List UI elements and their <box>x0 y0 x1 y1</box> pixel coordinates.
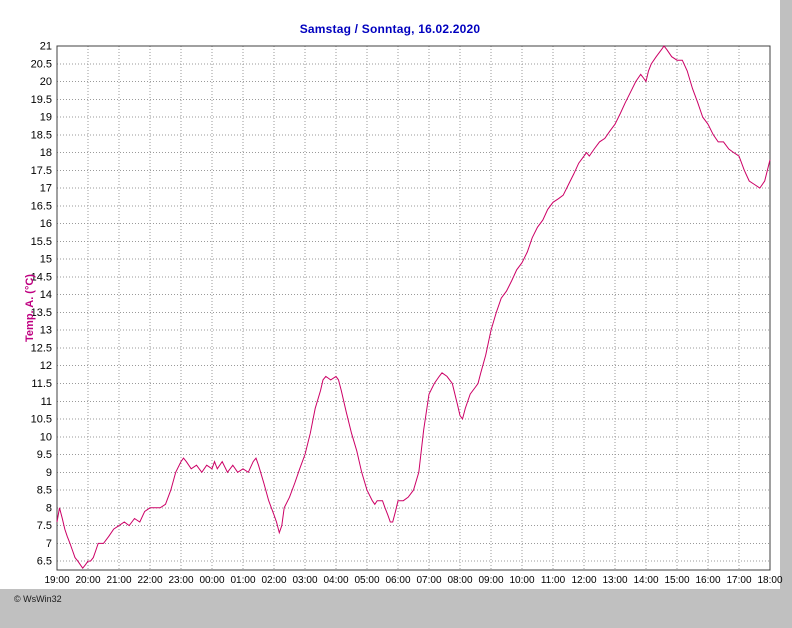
x-tick-label: 15:00 <box>664 575 689 586</box>
x-tick-label: 21:00 <box>106 575 131 586</box>
y-tick-label: 19.5 <box>31 94 52 106</box>
y-tick-label: 10.5 <box>31 414 52 426</box>
y-tick-label: 8 <box>46 502 52 514</box>
y-tick-label: 10 <box>40 431 52 443</box>
y-tick-label: 18.5 <box>31 129 52 141</box>
x-tick-label: 23:00 <box>168 575 193 586</box>
y-tick-label: 14.5 <box>31 271 52 283</box>
x-tick-label: 14:00 <box>633 575 658 586</box>
x-tick-label: 05:00 <box>354 575 379 586</box>
x-tick-label: 10:00 <box>509 575 534 586</box>
x-tick-label: 02:00 <box>261 575 286 586</box>
y-tick-label: 18 <box>40 147 52 159</box>
y-tick-label: 17 <box>40 183 52 195</box>
window-background-right <box>780 0 792 628</box>
y-tick-label: 17.5 <box>31 165 52 177</box>
x-tick-label: 01:00 <box>230 575 255 586</box>
y-tick-label: 14 <box>40 289 52 301</box>
y-tick-label: 9 <box>46 467 52 479</box>
x-tick-label: 08:00 <box>447 575 472 586</box>
x-tick-label: 16:00 <box>695 575 720 586</box>
y-tick-label: 13 <box>40 325 52 337</box>
x-tick-label: 13:00 <box>602 575 627 586</box>
x-tick-label: 04:00 <box>323 575 348 586</box>
y-tick-label: 20.5 <box>31 58 52 70</box>
y-axis-label: Temp. A. (°C) <box>24 274 36 342</box>
y-tick-label: 15.5 <box>31 236 52 248</box>
y-tick-label: 11 <box>41 396 52 408</box>
y-tick-label: 21 <box>40 41 52 53</box>
y-tick-label: 15 <box>40 254 52 266</box>
plot-frame <box>56 45 771 571</box>
y-tick-label: 9.5 <box>37 449 52 461</box>
x-tick-label: 20:00 <box>75 575 100 586</box>
y-tick-label: 7.5 <box>37 520 52 532</box>
x-tick-label: 19:00 <box>44 575 69 586</box>
y-tick-label: 16.5 <box>31 200 52 212</box>
x-tick-label: 00:00 <box>199 575 224 586</box>
y-tick-label: 13.5 <box>31 307 52 319</box>
window-background-bottom <box>0 589 792 628</box>
y-tick-label: 8.5 <box>37 485 52 497</box>
y-tick-label: 6.5 <box>37 556 52 568</box>
y-tick-label: 11.5 <box>31 378 52 390</box>
x-tick-label: 12:00 <box>571 575 596 586</box>
x-tick-label: 03:00 <box>292 575 317 586</box>
x-tick-label: 06:00 <box>385 575 410 586</box>
copyright-label: © WsWin32 <box>14 594 62 604</box>
y-tick-label: 7 <box>46 538 52 550</box>
chart-title: Samstag / Sonntag, 16.02.2020 <box>299 22 481 36</box>
y-tick-label: 20 <box>40 76 52 88</box>
y-tick-label: 12.5 <box>31 343 52 355</box>
y-tick-label: 12 <box>40 360 52 372</box>
x-tick-label: 09:00 <box>478 575 503 586</box>
y-tick-label: 19 <box>40 112 52 124</box>
temperature-series-line <box>56 45 771 570</box>
x-tick-label: 11:00 <box>541 575 566 586</box>
x-tick-label: 22:00 <box>137 575 162 586</box>
x-tick-label: 18:00 <box>757 575 782 586</box>
x-tick-label: 07:00 <box>416 575 441 586</box>
x-tick-label: 17:00 <box>726 575 751 586</box>
y-tick-label: 16 <box>40 218 52 230</box>
